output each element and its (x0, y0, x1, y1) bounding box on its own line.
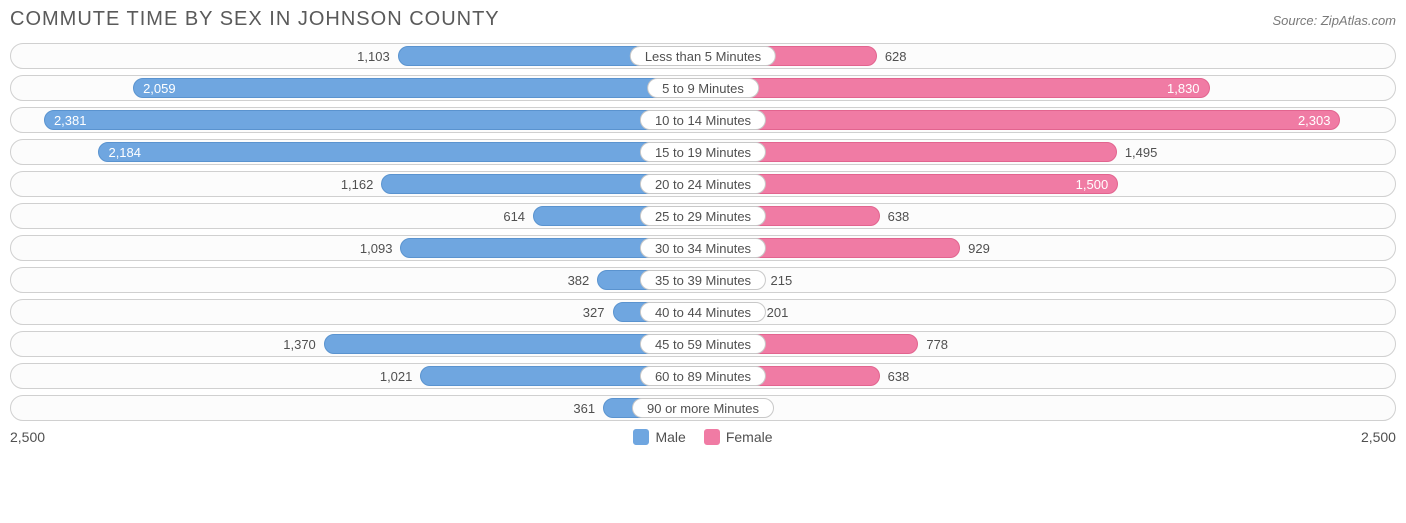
female-bar (703, 110, 1340, 130)
female-value: 1,500 (1076, 172, 1119, 197)
female-value: 1,830 (1167, 76, 1210, 101)
chart-row: 382 21535 to 39 Minutes (10, 267, 1396, 293)
male-value: 2,059 (133, 76, 176, 101)
male-value: 1,103 (357, 44, 398, 69)
male-bar (44, 110, 703, 130)
male-value: 382 (568, 268, 598, 293)
category-label: 10 to 14 Minutes (640, 110, 766, 130)
chart-rows: 1,103 628 Less than 5 Minutes 2,059 1,830 5 t… (10, 43, 1396, 421)
category-label: 60 to 89 Minutes (640, 366, 766, 386)
male-value: 327 (583, 300, 613, 325)
male-value: 2,184 (98, 140, 141, 165)
male-value: 1,021 (380, 364, 421, 389)
category-label: 5 to 9 Minutes (647, 78, 759, 98)
chart-row: 1,370 778 45 to 59 Minutes (10, 331, 1396, 357)
category-label: 40 to 44 Minutes (640, 302, 766, 322)
chart-row: 1,021 638 60 to 89 Minutes (10, 363, 1396, 389)
category-label: 15 to 19 Minutes (640, 142, 766, 162)
legend-swatch (633, 429, 649, 445)
female-value: 2,303 (1298, 108, 1341, 133)
axis-max-left: 2,500 (10, 429, 45, 445)
category-label: 20 to 24 Minutes (640, 174, 766, 194)
chart-row: 1,162 1,500 20 to 24 Minutes (10, 171, 1396, 197)
axis-max-right: 2,500 (1361, 429, 1396, 445)
male-value: 1,093 (360, 236, 401, 261)
chart-footer: 2,500 Male Female 2,500 (10, 429, 1396, 445)
chart-title: COMMUTE TIME BY SEX IN JOHNSON COUNTY (10, 8, 500, 31)
female-value: 778 (918, 332, 948, 357)
legend-label: Male (655, 429, 685, 445)
female-value: 1,495 (1117, 140, 1158, 165)
female-value: 929 (960, 236, 990, 261)
chart-row: 2,059 1,830 5 to 9 Minutes (10, 75, 1396, 101)
category-label: 45 to 59 Minutes (640, 334, 766, 354)
female-value: 638 (880, 364, 910, 389)
male-bar (98, 142, 703, 162)
chart-source: Source: ZipAtlas.com (1272, 13, 1396, 28)
male-value: 2,381 (44, 108, 87, 133)
chart-header: COMMUTE TIME BY SEX IN JOHNSON COUNTY So… (10, 8, 1396, 31)
chart-row: 32720140 to 44 Minutes (10, 299, 1396, 325)
male-value: 1,370 (283, 332, 324, 357)
male-value: 1,162 (341, 172, 382, 197)
chart-row: 1,103 628 Less than 5 Minutes (10, 43, 1396, 69)
female-value: 215 (763, 268, 793, 293)
legend-item: Female (704, 429, 773, 445)
legend-swatch (704, 429, 720, 445)
female-value: 628 (877, 44, 907, 69)
chart-row: 2,184 1,495 15 to 19 Minutes (10, 139, 1396, 165)
category-label: 90 or more Minutes (632, 398, 774, 418)
female-value: 638 (880, 204, 910, 229)
male-value: 614 (503, 204, 533, 229)
female-bar (703, 78, 1210, 98)
chart-row: 2,381 2,303 10 to 14 Minutes (10, 107, 1396, 133)
category-label: Less than 5 Minutes (630, 46, 776, 66)
chart-row: 1,093 929 30 to 34 Minutes (10, 235, 1396, 261)
chart-row: 3617590 or more Minutes (10, 395, 1396, 421)
legend: Male Female (633, 429, 772, 445)
legend-item: Male (633, 429, 685, 445)
male-value: 361 (573, 396, 603, 421)
category-label: 30 to 34 Minutes (640, 238, 766, 258)
category-label: 35 to 39 Minutes (640, 270, 766, 290)
chart-row: 614 638 25 to 29 Minutes (10, 203, 1396, 229)
category-label: 25 to 29 Minutes (640, 206, 766, 226)
male-bar (133, 78, 703, 98)
legend-label: Female (726, 429, 773, 445)
